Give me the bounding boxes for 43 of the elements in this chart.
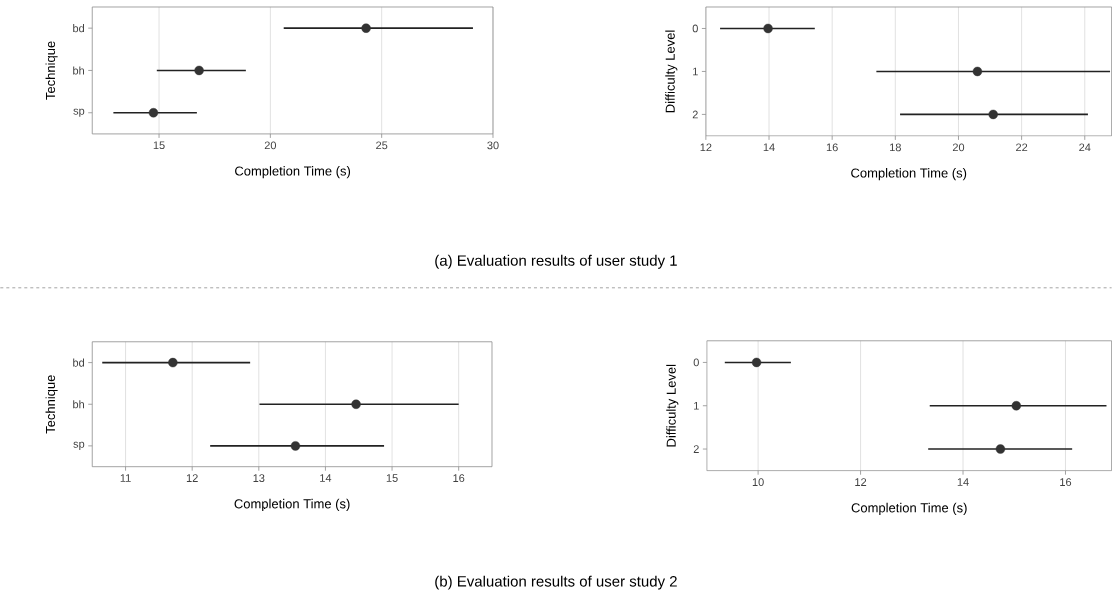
y-tick-label: 1 — [693, 67, 698, 76]
y-tick-label: 2 — [693, 445, 699, 454]
y-tick-label: 2 — [692, 110, 698, 119]
x-tick-label: 14 — [763, 143, 775, 152]
y-axis-title: Technique — [45, 41, 58, 100]
x-tick-label: 12 — [700, 143, 712, 152]
x-tick-label: 20 — [952, 143, 965, 152]
x-tick-label: 16 — [1060, 478, 1072, 487]
y-axis-title: Technique — [45, 375, 58, 434]
x-tick-label: 15 — [386, 474, 398, 483]
x-tick-label: 12 — [186, 474, 198, 483]
x-tick-label: 14 — [957, 478, 969, 486]
x-axis-title: Completion Time (s) — [851, 168, 967, 181]
x-tick-label: 22 — [1016, 143, 1028, 152]
y-tick-label: 0 — [693, 358, 699, 367]
x-tick-label: 12 — [855, 478, 867, 487]
x-axis-title: Completion Time (s) — [235, 166, 351, 179]
y-tick-label: bh — [73, 400, 84, 409]
x-tick-label: 16 — [826, 143, 838, 152]
text: (b) Evaluation results of user study 2 — [435, 575, 677, 590]
x-tick-label: 25 — [376, 141, 388, 150]
x-tick-label: 13 — [253, 474, 265, 483]
text: (a) Evaluation results of user study 1 — [435, 255, 677, 269]
x-tick-label: 18 — [890, 143, 901, 152]
y-axis-title: Difficulty Level — [665, 30, 678, 113]
x-axis-title: Completion Time (s) — [851, 503, 967, 516]
x-tick-label: 11 — [120, 474, 131, 482]
x-tick-label: 14 — [320, 474, 332, 482]
y-tick-label: sp — [73, 108, 85, 118]
x-tick-label: 16 — [453, 474, 465, 483]
x-tick-label: 15 — [153, 141, 165, 150]
x-tick-label: 10 — [752, 478, 764, 487]
x-axis-title: Completion Time (s) — [234, 499, 350, 512]
x-tick-label: 20 — [264, 141, 277, 150]
y-tick-label: sp — [73, 441, 85, 451]
x-tick-label: 30 — [487, 141, 499, 150]
x-tick-label: 24 — [1079, 143, 1091, 152]
y-tick-label: bd — [73, 24, 85, 33]
y-tick-label: 1 — [694, 402, 699, 410]
y-tick-label: bh — [73, 66, 84, 75]
y-tick-label: bd — [73, 358, 85, 367]
y-tick-label: 0 — [692, 24, 698, 33]
y-axis-title: Difficulty Level — [666, 365, 679, 447]
